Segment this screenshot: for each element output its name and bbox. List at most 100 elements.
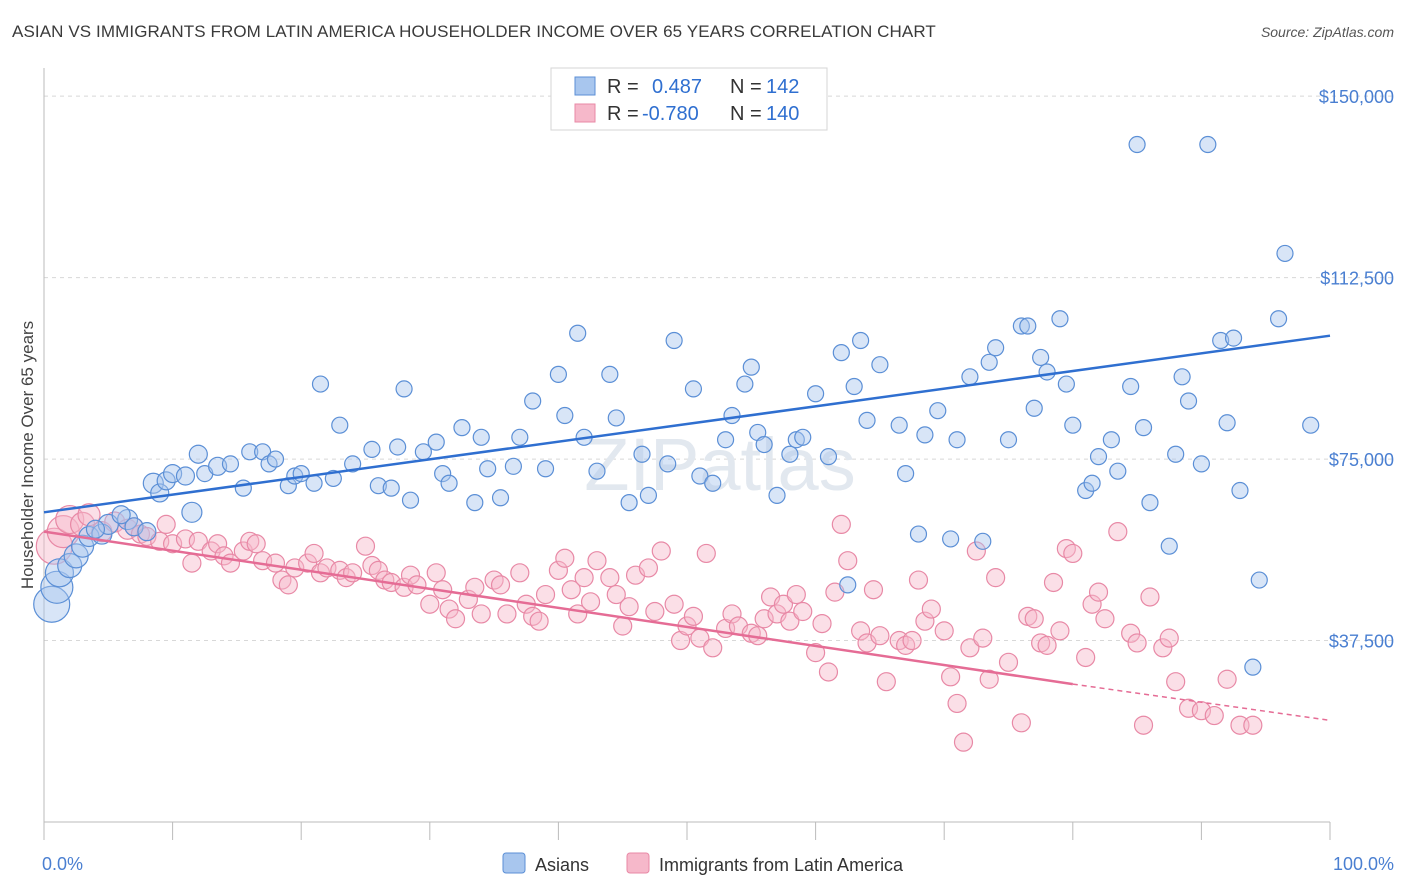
latin-point-137 — [1133, 715, 1154, 735]
y-tick-label-3: $150,000 — [1319, 87, 1394, 107]
asian-point-108 — [1064, 416, 1082, 434]
legend-swatch-latin — [574, 103, 596, 123]
y-axis-label: Householder Income Over 65 years — [18, 321, 37, 589]
asian-point-101 — [1012, 317, 1030, 335]
asian-point-66 — [659, 455, 677, 473]
latin-point-25 — [265, 553, 286, 573]
asian-point-77 — [768, 486, 786, 504]
latin-point-70 — [619, 597, 639, 617]
asian-point-40 — [389, 438, 407, 456]
asian-point-44 — [427, 433, 445, 451]
asian-point-88 — [871, 356, 889, 374]
latin-point-135 — [1121, 623, 1141, 643]
asian-point-84 — [839, 576, 857, 594]
asian-point-19 — [181, 501, 203, 523]
legend-swatch-asian — [574, 76, 596, 96]
asian-point-102 — [1019, 317, 1037, 335]
latin-america-series — [35, 503, 1263, 752]
asian-point-120 — [1173, 368, 1191, 386]
latin-point-67 — [600, 568, 620, 588]
asian-point-89 — [890, 416, 908, 434]
top-legend: R = 0.487 N = 142 R = -0.780 N = 140 — [550, 67, 828, 131]
asian-point-91 — [909, 525, 928, 543]
latin-point-62 — [561, 580, 581, 600]
latin-point-72 — [638, 558, 659, 578]
asian-point-122 — [1199, 135, 1217, 154]
latin-point-145 — [1217, 669, 1237, 689]
asian-point-74 — [742, 358, 760, 376]
asian-point-106 — [1051, 310, 1069, 328]
latin-point-73 — [645, 601, 665, 622]
legend-n-label-2: N = — [730, 103, 762, 125]
latin-point-61 — [555, 548, 575, 568]
latin-point-78 — [683, 606, 704, 626]
asian-point-49 — [472, 428, 490, 446]
asian-point-116 — [1134, 419, 1153, 437]
latin-point-51 — [471, 604, 491, 624]
latin-point-107 — [902, 630, 922, 651]
legend-n-label-1: N = — [730, 76, 762, 98]
asian-point-24 — [234, 479, 252, 497]
latin-point-130 — [1076, 647, 1096, 668]
asian-point-42 — [401, 491, 420, 509]
asian-point-100 — [999, 431, 1018, 449]
asian-point-87 — [858, 411, 876, 429]
asian-point-68 — [684, 380, 703, 398]
latin-point-90 — [773, 594, 794, 614]
asian-point-124 — [1212, 331, 1230, 350]
latin-point-36 — [355, 536, 376, 556]
asian-point-28 — [266, 450, 285, 468]
latin-point-15 — [182, 553, 202, 573]
trend-lines — [43, 334, 1331, 722]
latin-point-98 — [831, 514, 851, 535]
asian-point-5 — [70, 534, 95, 558]
latin-point-65 — [580, 592, 601, 612]
bottom-legend-label-asian: Asians — [535, 855, 589, 875]
asian-point-25 — [241, 443, 259, 461]
asian-point-97 — [974, 532, 992, 550]
asian-point-121 — [1179, 392, 1198, 410]
asian-point-73 — [736, 375, 754, 393]
x-tick-label-max: 100.0% — [1333, 854, 1394, 874]
asian-point-111 — [1089, 448, 1108, 466]
asian-point-64 — [633, 445, 651, 463]
asian-point-103 — [1025, 399, 1043, 417]
latin-point-102 — [863, 580, 884, 600]
latin-point-139 — [1153, 638, 1173, 658]
asian-point-92 — [916, 426, 934, 444]
latin-point-47 — [439, 599, 459, 619]
asian-point-11 — [111, 505, 131, 525]
asian-point-107 — [1057, 375, 1075, 393]
asian-point-58 — [569, 324, 587, 342]
asian-point-127 — [1231, 481, 1249, 500]
latin-point-38 — [368, 560, 388, 580]
latin-point-12 — [156, 514, 176, 535]
latin-point-66 — [587, 551, 607, 571]
asian-point-125 — [1218, 414, 1236, 432]
latin-point-134 — [1108, 522, 1128, 542]
asian-trend-line — [43, 334, 1331, 514]
latin-point-23 — [246, 534, 266, 554]
latin-point-109 — [915, 611, 935, 631]
asian-point-55 — [536, 460, 555, 478]
latin-point-119 — [986, 568, 1006, 588]
asian-point-33 — [324, 469, 342, 488]
latin-point-141 — [1166, 672, 1186, 692]
asian-point-47 — [453, 419, 471, 437]
bottom-legend-label-latin: Immigrants from Latin America — [659, 855, 904, 875]
asian-point-82 — [819, 448, 838, 466]
asian-point-52 — [504, 457, 522, 475]
latin-point-53 — [490, 575, 511, 595]
latin-point-74 — [651, 541, 671, 561]
latin-point-48 — [445, 609, 466, 629]
asian-point-83 — [832, 344, 850, 362]
latin-point-110 — [921, 599, 941, 619]
source-credit: Source: ZipAtlas.com — [1260, 24, 1394, 40]
legend-n-value-1: 142 — [766, 76, 799, 98]
asian-point-112 — [1102, 431, 1120, 449]
latin-point-29 — [298, 553, 318, 573]
latin-point-44 — [420, 594, 440, 614]
asian-point-46 — [440, 474, 458, 492]
asian-point-98 — [980, 353, 998, 371]
